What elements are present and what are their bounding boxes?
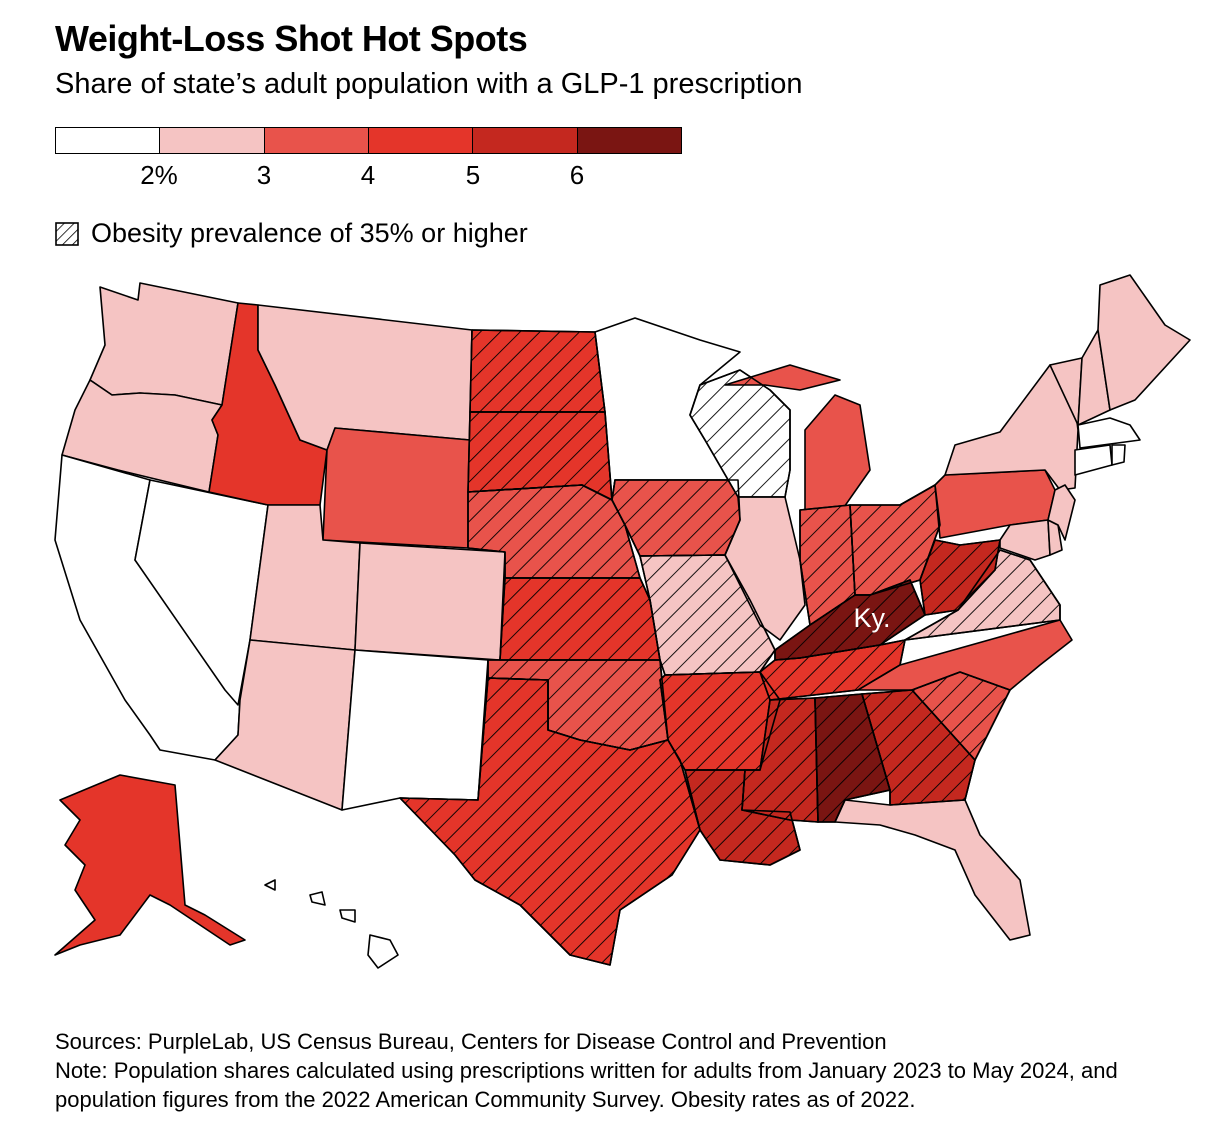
state-colorado xyxy=(354,542,506,661)
legend-tick: 6 xyxy=(569,160,585,190)
legend-tick: 3 xyxy=(256,160,272,190)
state-alaska xyxy=(54,774,246,956)
legend-swatch-4 xyxy=(473,128,578,153)
state-wyoming xyxy=(322,427,471,549)
state-new-jersey xyxy=(1047,484,1076,541)
hatch-legend: Obesity prevalence of 35% or higher xyxy=(55,218,528,249)
color-legend xyxy=(55,127,682,154)
state-kansas-hatch xyxy=(499,577,661,661)
state-washington xyxy=(89,282,239,406)
legend-swatch-2 xyxy=(264,128,369,153)
legend-swatch-1 xyxy=(160,128,265,153)
legend-swatch-0 xyxy=(56,128,161,153)
state-west-virginia-hatch xyxy=(919,539,1001,616)
state-south-carolina-hatch xyxy=(911,671,1011,761)
state-hawaii xyxy=(264,879,399,969)
note-text: Note: Population shares calculated using… xyxy=(55,1058,1118,1112)
legend-tick: 5 xyxy=(465,160,481,190)
hatch-swatch-icon xyxy=(55,221,79,246)
state-texas-hatch xyxy=(399,677,701,966)
state-wisconsin-hatch xyxy=(689,369,791,498)
kentucky-label: Ky. xyxy=(853,603,890,633)
chart-title: Weight-Loss Shot Hot Spots xyxy=(55,18,528,59)
legend-tick: 4 xyxy=(360,160,376,190)
state-connecticut xyxy=(1074,444,1113,476)
legend-swatch-5 xyxy=(577,128,681,153)
state-florida xyxy=(834,799,1031,941)
state-massachusetts xyxy=(1077,417,1141,449)
state-rhode-island xyxy=(1111,444,1126,466)
state-maine xyxy=(1097,274,1191,411)
sources-text: Sources: PurpleLab, US Census Bureau, Ce… xyxy=(55,1029,887,1054)
legend-tick: 2% xyxy=(140,160,178,190)
chart-subtitle: Share of state’s adult population with a… xyxy=(55,68,803,100)
legend-swatch-3 xyxy=(368,128,474,153)
state-north-dakota-hatch xyxy=(469,329,606,413)
notes: Sources: PurpleLab, US Census Bureau, Ce… xyxy=(55,1027,1175,1114)
hatch-legend-label: Obesity prevalence of 35% or higher xyxy=(91,218,528,248)
state-new-mexico xyxy=(341,649,489,811)
